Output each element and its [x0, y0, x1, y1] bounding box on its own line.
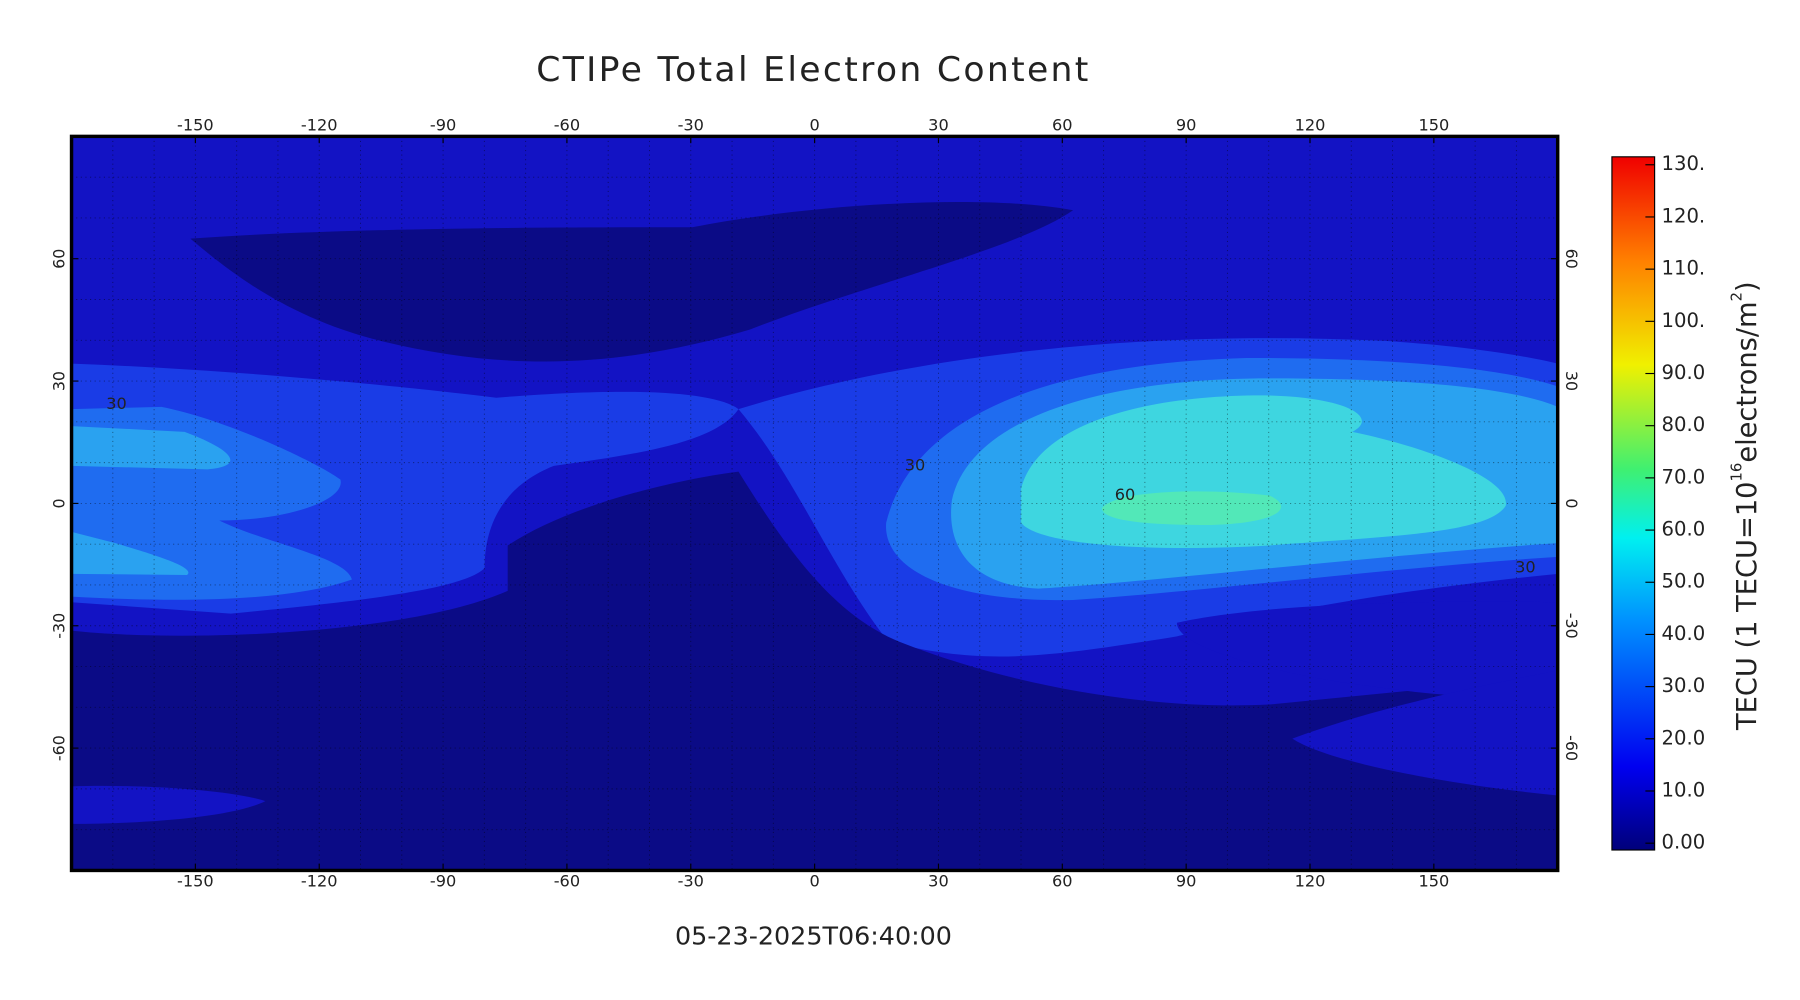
label-sup: 2 [1728, 292, 1746, 301]
x-tick-label: 60 [1052, 871, 1073, 890]
colorbar [1611, 156, 1656, 851]
x-tick-label: 150 [1418, 116, 1449, 135]
colorbar-tick-label: 10.0 [1662, 779, 1706, 802]
colorbar-tick-label: 0.00 [1662, 831, 1706, 854]
y-tick-label: 30 [1562, 371, 1581, 391]
level-fill [190, 202, 1074, 362]
grid [71, 136, 1558, 871]
level-fill [71, 426, 231, 575]
label-part: electrons/m [1731, 301, 1763, 462]
x-tick-label: 120 [1295, 116, 1326, 135]
y-tick-label: -60 [49, 735, 68, 761]
contour-label: 30 [1515, 558, 1536, 577]
label-sup: 16 [1728, 463, 1746, 482]
x-tick-label: 150 [1418, 871, 1449, 890]
x-tick-label: -150 [177, 871, 214, 890]
colorbar-tick-label: 120. [1662, 205, 1706, 228]
title: CTIPe Total Electron Content [536, 50, 1090, 90]
timestamp: 05-23-2025T06:40:00 [675, 922, 952, 951]
x-tick-label: 30 [928, 116, 949, 135]
colorbar-label: TECU (1 TECU=1016electrons/m2) [1728, 281, 1764, 731]
x-tick-label: 0 [809, 116, 819, 135]
x-tick-label: -60 [554, 116, 580, 135]
level-fill [1101, 491, 1282, 525]
x-tick-label: 30 [928, 871, 949, 890]
colorbar-tick-label: 100. [1662, 309, 1706, 332]
x-tick-label: -30 [678, 871, 704, 890]
x-tick-label: 60 [1052, 116, 1073, 135]
x-tick-label: 90 [1176, 871, 1197, 890]
x-tick-label: 120 [1295, 871, 1326, 890]
level-fill [71, 670, 1558, 824]
y-tick-label: -60 [1562, 735, 1581, 761]
contour-label: 60 [1115, 485, 1136, 504]
colorbar-tick-label: 30.0 [1662, 674, 1706, 697]
colorbar-tick-label: 90.0 [1662, 361, 1706, 384]
y-tick-label: 60 [1562, 249, 1581, 269]
x-tick-label: -30 [678, 116, 704, 135]
tec-field [71, 136, 1558, 871]
x-tick-label: -90 [430, 116, 456, 135]
x-tick-label: -120 [301, 116, 338, 135]
y-tick-label: 30 [49, 371, 68, 391]
level-fill [71, 471, 1558, 871]
colorbar-tick-label: 130. [1662, 152, 1706, 175]
level-fill [1176, 601, 1558, 698]
colorbar-tick-label: 60.0 [1662, 518, 1706, 541]
colorbar-tick-label: 20.0 [1662, 726, 1706, 749]
colorbar-tick-label: 50.0 [1662, 570, 1706, 593]
x-tick-label: -120 [301, 871, 338, 890]
colorbar-tick-label: 40.0 [1662, 622, 1706, 645]
colorbar-tick-label: 70.0 [1662, 465, 1706, 488]
y-tick-label: -30 [1562, 613, 1581, 639]
label-part: ) [1731, 281, 1763, 292]
y-tick-label: 60 [49, 249, 68, 269]
x-tick-label: 90 [1176, 116, 1197, 135]
colorbar-tick-label: 110. [1662, 257, 1706, 280]
x-tick-label: -90 [430, 871, 456, 890]
x-tick-label: -60 [554, 871, 580, 890]
x-tick-label: 0 [809, 871, 819, 890]
x-tick-label: -150 [177, 116, 214, 135]
y-tick-label: 0 [49, 498, 68, 508]
y-tick-label: 0 [1562, 498, 1581, 508]
label-part: TECU (1 TECU=10 [1731, 481, 1763, 731]
contour-label: 30 [905, 455, 926, 474]
y-tick-label: -30 [49, 613, 68, 639]
contour-label: 30 [106, 394, 127, 413]
colorbar-tick-label: 80.0 [1662, 413, 1706, 436]
